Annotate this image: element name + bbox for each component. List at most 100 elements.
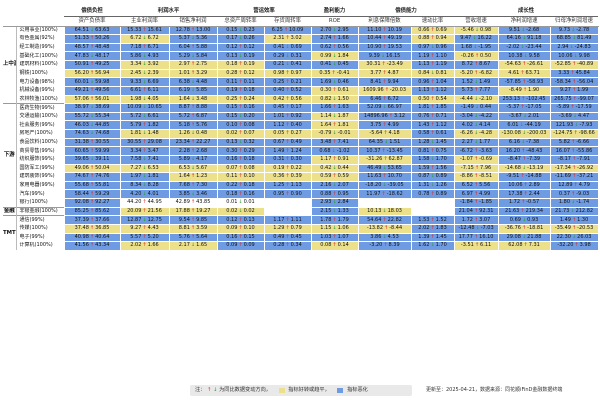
current-value: 3.77 [370, 69, 382, 76]
metric-cell: 0.88↑0.94 [410, 34, 455, 44]
metric-cell: -9.51↑-14.88 [497, 172, 551, 182]
arrow-up-icon: ↑ [285, 225, 290, 232]
prior-value: 6.11 [147, 87, 159, 94]
prior-value: 1.45 [435, 138, 447, 145]
prior-value: 3.02 [290, 35, 302, 42]
prior-value: 8.39 [388, 242, 400, 249]
prior-value: 1.19 [435, 61, 447, 68]
arrow-down-icon: ↓ [238, 26, 243, 33]
prior-value: 15.61 [147, 26, 162, 33]
current-value: 55.72 [74, 113, 89, 120]
current-value: 1.14 [320, 113, 332, 120]
prior-value: 1.66 [147, 242, 159, 249]
prior-value: 1.52 [435, 216, 447, 223]
current-value: 47.83 [74, 52, 89, 59]
prior-value: 6.11 [480, 242, 492, 249]
current-value: 6.53 [178, 164, 190, 171]
metric-cell: 1.53↑1.52 [410, 215, 455, 225]
metric-cell: 9.27↑4.43 [119, 223, 170, 234]
current-value: 9.27 [559, 87, 571, 94]
current-value: 57.06 [74, 95, 89, 102]
metric-cell: 0.58↑0.61 [410, 129, 455, 139]
current-value: -3.69 [558, 113, 572, 120]
metric-cell: 3.48↑7.41 [310, 137, 359, 148]
metric-cell: 2.45↓2.39 [119, 68, 170, 79]
group-header: 盈利能力 [311, 3, 359, 17]
current-value: 0.76 [418, 113, 430, 120]
arrow-up-icon: ↑ [382, 69, 387, 76]
prior-value: 3.12 [393, 113, 406, 120]
arrow-down-icon: ↓ [382, 207, 387, 214]
prior-value: 6.72 [147, 35, 159, 42]
arrow-up-icon: ↑ [430, 104, 435, 111]
prior-value: 4.48 [196, 78, 208, 85]
prior-value: 5.76 [196, 121, 208, 128]
arrow-up-icon: ↑ [382, 121, 387, 128]
metric-cell: 253.13↑-102.45 [497, 94, 551, 105]
arrow-up-icon: ↑ [571, 156, 577, 163]
metric-cell: 5.72↑6.87 [168, 111, 218, 122]
arrow-down-icon: ↓ [190, 156, 196, 163]
arrow-up-icon: ↑ [571, 87, 577, 94]
metric-cell: 2.93↓2.84 [310, 198, 359, 208]
column-header: 归母净利润增速 [550, 16, 599, 27]
current-value: 1.49 [559, 216, 571, 223]
current-value: 0.78 [418, 190, 430, 197]
current-value: -6.72 [460, 147, 473, 154]
arrow-down-icon: ↓ [285, 44, 290, 51]
prior-value: 0.11 [243, 78, 255, 85]
prior-value: 50.04 [95, 164, 110, 171]
arrow-down-icon: ↓ [473, 95, 479, 102]
current-value: -3.04 [460, 113, 473, 120]
metric-cell: 10.09↓10.65 [119, 103, 170, 113]
metric-cell: 11.10↑10.19 [357, 25, 412, 36]
arrow-up-icon: ↑ [238, 78, 243, 85]
current-value: -5.89 [556, 104, 570, 111]
prior-value: 4.87 [387, 69, 399, 76]
prior-value: 45.84 [575, 69, 590, 76]
arrow-down-icon: ↓ [571, 26, 576, 33]
current-value: 23.34 [175, 138, 190, 145]
current-value: 48.57 [74, 44, 89, 51]
prior-value: 29.08 [147, 138, 162, 145]
arrow-up-icon: ↑ [238, 104, 243, 111]
current-value: 1.29 [273, 225, 285, 232]
current-value: 1609.96 [363, 87, 384, 94]
arrow-down-icon: ↓ [521, 233, 527, 240]
current-value: 2.02 [418, 225, 430, 232]
arrow-down-icon: ↓ [332, 207, 337, 214]
current-value: 60.65 [74, 147, 89, 154]
current-value: 0.15 [226, 104, 238, 111]
prior-value: 56.94 [95, 69, 110, 76]
prior-value: 4.47 [578, 113, 590, 120]
metric-cell: 21.73↓212.82 [549, 206, 599, 217]
metric-cell: 0.96↑1.04 [410, 77, 455, 87]
current-value: 8.34 [130, 182, 142, 189]
current-value: 10.06 [508, 182, 523, 189]
arrow-down-icon: ↓ [382, 164, 387, 171]
metric-cell [263, 198, 312, 208]
prior-value: 8.67 [479, 61, 491, 68]
current-value: 52.09 [367, 104, 382, 111]
legend-prefix: 注： [195, 387, 206, 393]
metric-cell: 0.87↓0.89 [410, 172, 455, 182]
prior-value: 49.19 [387, 35, 402, 42]
current-value: 1.81 [130, 130, 142, 137]
metric-cell: 5.89↓4.17 [168, 154, 218, 165]
metric-cell: 0.41↓0.45 [310, 60, 359, 70]
prior-value: 1.82 [147, 121, 159, 128]
arrow-down-icon: ↓ [520, 44, 525, 51]
current-value: 9.47 [460, 35, 472, 42]
metric-cell: 3.86↓4.53 [357, 232, 412, 243]
prior-value: 5.20 [147, 233, 159, 240]
metric-cell: 1.64↓3.48 [168, 94, 218, 105]
arrow-up-icon: ↑ [285, 182, 290, 189]
prior-value: 1.84 [337, 52, 349, 59]
metric-cell: 17.77↑16.10 [453, 232, 499, 243]
metric-cell: 3.34↑3.47 [119, 146, 170, 156]
prior-value: 22.27 [196, 138, 211, 145]
metric-cell: -0.79↓-0.01 [310, 129, 359, 139]
current-value: 0.49 [273, 233, 285, 240]
prior-value: 21.56 [147, 207, 162, 214]
metric-cell: 1.69↓0.46 [310, 77, 359, 87]
